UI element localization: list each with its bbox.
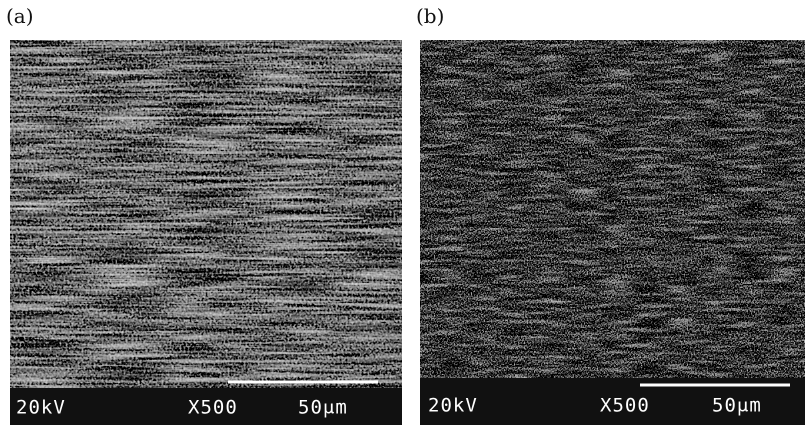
info-bar-bg bbox=[10, 388, 402, 425]
magnification: X500 bbox=[188, 397, 238, 419]
voltage: 20kV bbox=[428, 395, 478, 417]
info-bar: 20kV X500 50μm bbox=[420, 378, 805, 425]
surface-texture bbox=[10, 40, 402, 388]
info-bar: 20kV X500 50μm bbox=[10, 380, 402, 425]
micrograph-b: 20kV X500 50μm bbox=[420, 40, 805, 425]
panel-label: (a) bbox=[6, 4, 34, 28]
micrograph-a: 20kV X500 50μm bbox=[10, 40, 402, 425]
magnification: X500 bbox=[600, 395, 650, 417]
panel-label: (b) bbox=[416, 4, 445, 28]
voltage: 20kV bbox=[16, 397, 66, 419]
scale-text: 50μm bbox=[298, 397, 348, 419]
surface-texture bbox=[420, 40, 805, 378]
scale-text: 50μm bbox=[712, 395, 762, 417]
